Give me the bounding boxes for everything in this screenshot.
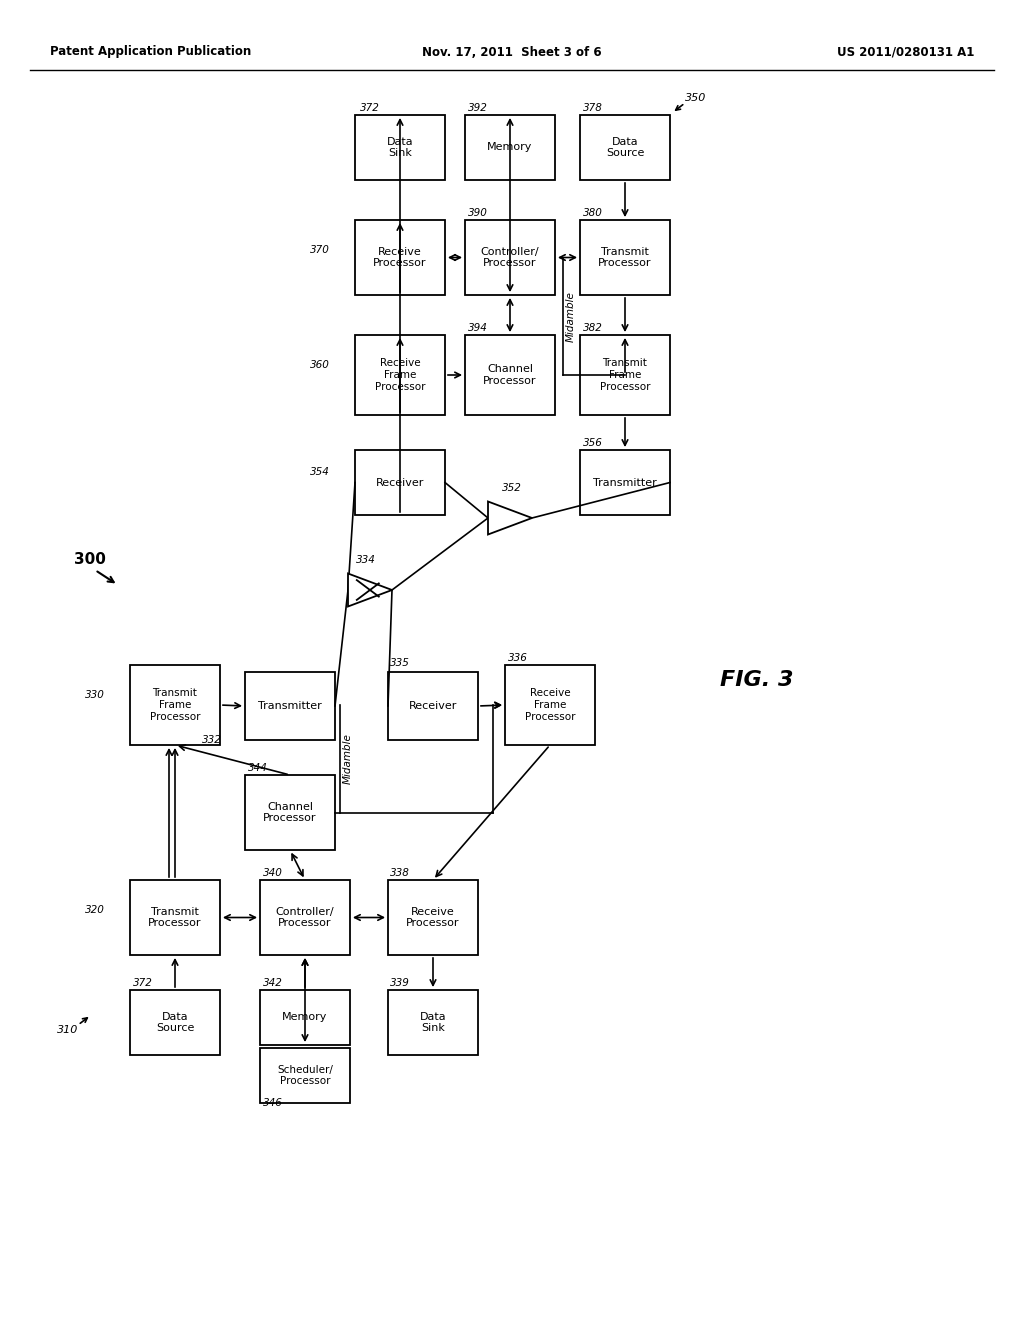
Text: Nov. 17, 2011  Sheet 3 of 6: Nov. 17, 2011 Sheet 3 of 6: [422, 45, 602, 58]
Text: 342: 342: [263, 978, 283, 987]
FancyBboxPatch shape: [355, 335, 445, 414]
Text: FIG. 3: FIG. 3: [720, 671, 794, 690]
Text: 338: 338: [390, 869, 410, 878]
Text: Transmitter: Transmitter: [258, 701, 322, 711]
Text: 372: 372: [133, 978, 153, 987]
Text: 335: 335: [390, 657, 410, 668]
FancyBboxPatch shape: [355, 115, 445, 180]
Text: Data
Source: Data Source: [606, 137, 644, 158]
Polygon shape: [488, 502, 532, 535]
Text: Transmitter: Transmitter: [593, 478, 656, 487]
Text: Patent Application Publication: Patent Application Publication: [50, 45, 251, 58]
FancyBboxPatch shape: [388, 880, 478, 954]
Text: 356: 356: [583, 438, 603, 447]
Text: Data
Sink: Data Sink: [387, 137, 414, 158]
Polygon shape: [348, 573, 392, 606]
Text: 340: 340: [263, 869, 283, 878]
Text: Channel
Processor: Channel Processor: [483, 364, 537, 385]
Text: 310: 310: [57, 1026, 79, 1035]
Text: 352: 352: [502, 483, 522, 492]
Text: Receive
Frame
Processor: Receive Frame Processor: [375, 359, 425, 392]
FancyBboxPatch shape: [388, 672, 478, 741]
Text: 332: 332: [202, 735, 222, 744]
Text: 382: 382: [583, 323, 603, 333]
Text: 392: 392: [468, 103, 487, 114]
Text: Transmit
Processor: Transmit Processor: [598, 247, 651, 268]
FancyBboxPatch shape: [260, 990, 350, 1045]
Text: Data
Source: Data Source: [156, 1011, 195, 1034]
Text: US 2011/0280131 A1: US 2011/0280131 A1: [837, 45, 974, 58]
Text: Controller/
Processor: Controller/ Processor: [275, 907, 334, 928]
Text: 344: 344: [248, 763, 268, 774]
Text: Receiver: Receiver: [376, 478, 424, 487]
Text: 380: 380: [583, 209, 603, 218]
Text: Midamble: Midamble: [343, 734, 353, 784]
Text: 350: 350: [685, 92, 707, 103]
FancyBboxPatch shape: [465, 220, 555, 294]
FancyBboxPatch shape: [580, 220, 670, 294]
Text: Controller/
Processor: Controller/ Processor: [480, 247, 540, 268]
Text: Memory: Memory: [283, 1012, 328, 1023]
FancyBboxPatch shape: [388, 990, 478, 1055]
Text: Scheduler/
Processor: Scheduler/ Processor: [278, 1065, 333, 1086]
FancyBboxPatch shape: [245, 775, 335, 850]
Text: 336: 336: [508, 653, 528, 663]
FancyBboxPatch shape: [465, 335, 555, 414]
FancyBboxPatch shape: [130, 665, 220, 744]
FancyBboxPatch shape: [465, 115, 555, 180]
Text: 370: 370: [310, 246, 330, 255]
FancyBboxPatch shape: [505, 665, 595, 744]
Text: Midamble: Midamble: [566, 290, 575, 342]
Text: Transmit
Processor: Transmit Processor: [148, 907, 202, 928]
Text: 346: 346: [263, 1098, 283, 1107]
FancyBboxPatch shape: [245, 672, 335, 741]
Text: Transmit
Frame
Processor: Transmit Frame Processor: [150, 689, 201, 722]
Text: Receive
Processor: Receive Processor: [407, 907, 460, 928]
FancyBboxPatch shape: [355, 220, 445, 294]
Text: 372: 372: [360, 103, 380, 114]
Text: Transmit
Frame
Processor: Transmit Frame Processor: [600, 359, 650, 392]
Text: 320: 320: [85, 906, 105, 915]
Text: 300: 300: [74, 553, 105, 568]
Text: 330: 330: [85, 690, 105, 700]
FancyBboxPatch shape: [130, 990, 220, 1055]
Text: 334: 334: [356, 554, 376, 565]
FancyBboxPatch shape: [260, 1048, 350, 1104]
FancyBboxPatch shape: [130, 880, 220, 954]
Text: 339: 339: [390, 978, 410, 987]
Text: Data
Sink: Data Sink: [420, 1011, 446, 1034]
FancyBboxPatch shape: [355, 450, 445, 515]
FancyBboxPatch shape: [580, 335, 670, 414]
Text: 390: 390: [468, 209, 487, 218]
Text: Receive
Frame
Processor: Receive Frame Processor: [524, 689, 575, 722]
FancyBboxPatch shape: [580, 450, 670, 515]
Text: Receiver: Receiver: [409, 701, 457, 711]
Text: 394: 394: [468, 323, 487, 333]
Text: 354: 354: [310, 467, 330, 477]
Text: 360: 360: [310, 360, 330, 370]
FancyBboxPatch shape: [580, 115, 670, 180]
Text: Memory: Memory: [487, 143, 532, 153]
Text: Channel
Processor: Channel Processor: [263, 801, 316, 824]
Text: 378: 378: [583, 103, 603, 114]
Text: Receive
Processor: Receive Processor: [374, 247, 427, 268]
FancyBboxPatch shape: [260, 880, 350, 954]
